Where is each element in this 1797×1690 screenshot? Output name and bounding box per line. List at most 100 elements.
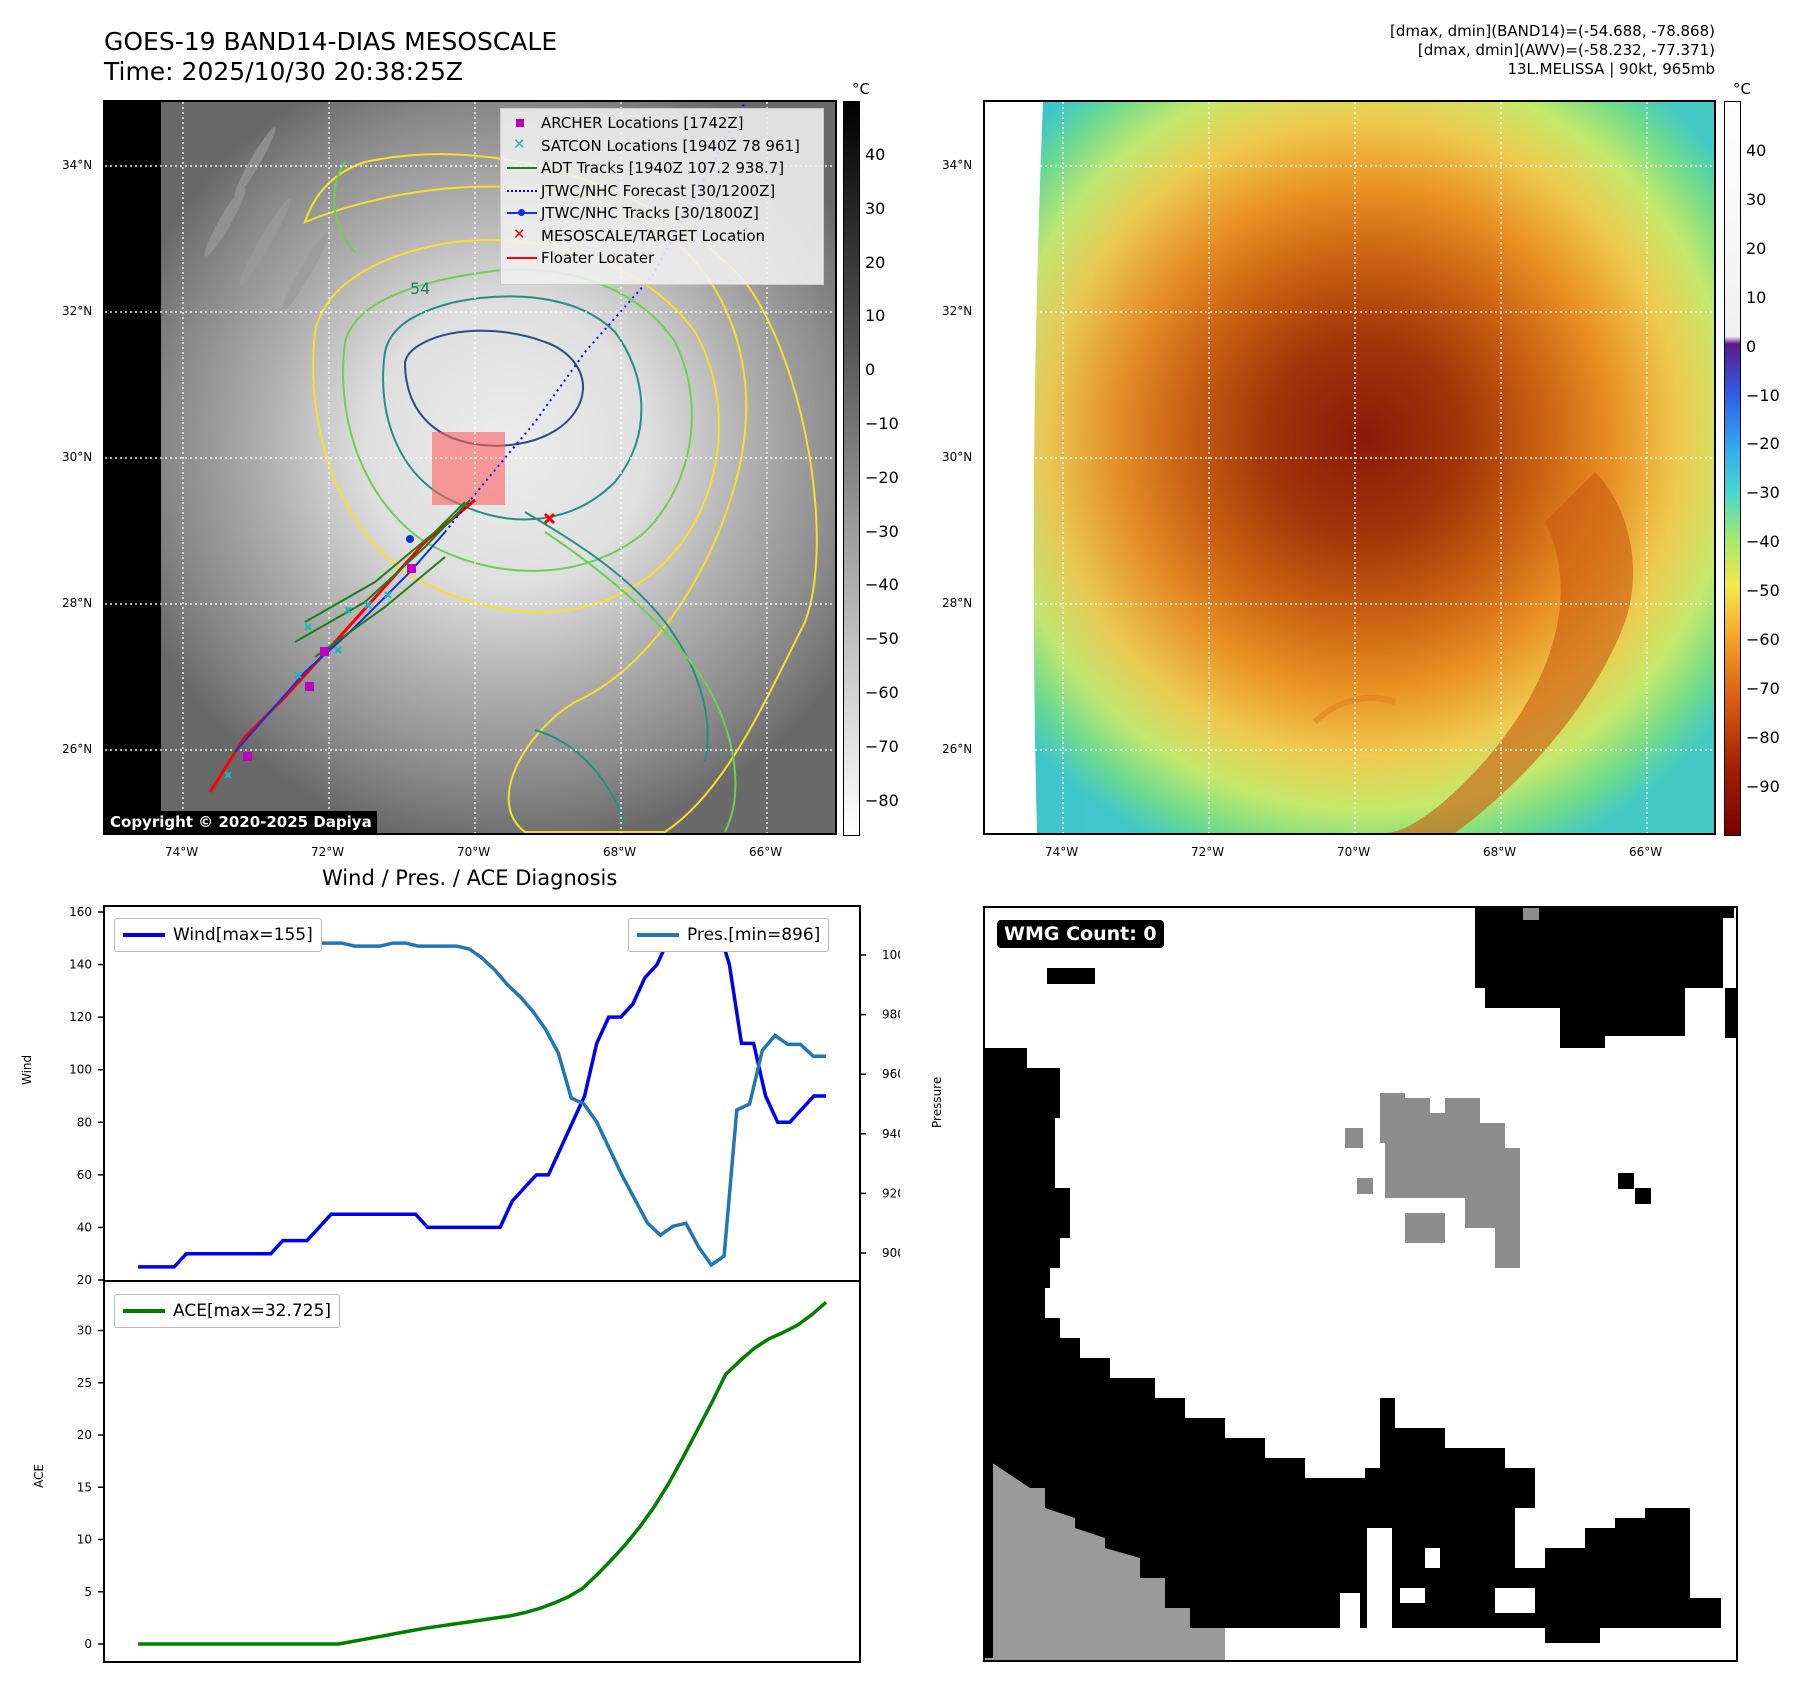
solid-line-icon [501, 247, 541, 269]
ir-colorbar-tick: −80 [865, 790, 899, 810]
wind-pressure-plot-frame [103, 905, 861, 1282]
awv-lat-tick-26: 26°N [942, 742, 973, 756]
awv-colorbar-tick: −50 [1746, 581, 1780, 601]
awv-colorbar-tick: −90 [1746, 776, 1780, 796]
wind-legend: Wind[max=155] [114, 918, 322, 952]
ace-tick-label: 25 [77, 1376, 92, 1390]
awv-colorbar [1724, 101, 1741, 836]
diagnosis-title: Wind / Pres. / ACE Diagnosis [322, 866, 618, 890]
square-marker-icon [501, 112, 541, 134]
awv-colorbar-tick: 0 [1746, 336, 1757, 356]
dotted-line-icon [501, 180, 541, 202]
awv-colorbar-tick: 10 [1746, 287, 1767, 307]
info-block: [dmax, dmin](BAND14)=(-54.688, -78.868) … [1390, 22, 1715, 79]
pressure-tick-label: 980 [882, 1008, 900, 1022]
awv-lon-tick-72: 72°W [1191, 845, 1225, 859]
awv-lon-tick-70: 70°W [1337, 845, 1371, 859]
wmg-panel[interactable]: WMG Count: 0 [983, 906, 1738, 1662]
ir-colorbar-tick: −60 [865, 683, 899, 702]
awv-colorbar-unit: °C [1733, 80, 1751, 98]
lon-tick-72: 72°W [311, 845, 345, 859]
wind-line-icon [123, 933, 165, 937]
ir-colorbar-tick: 20 [865, 252, 886, 272]
wind-tick-label: 60 [77, 1168, 92, 1182]
ace-line-icon [123, 1309, 165, 1313]
awv-map-panel[interactable] [983, 100, 1716, 835]
awv-colorbar-tick: 20 [1746, 238, 1767, 258]
awv-lat-tick-30: 30°N [942, 450, 973, 464]
awv-lon-tick-66: 66°W [1629, 845, 1663, 859]
ace-tick-label: 0 [84, 1637, 92, 1651]
line-dot-icon [501, 202, 541, 224]
wind-tick-label: 40 [77, 1220, 92, 1234]
ir-colorbar-tick: −50 [865, 629, 899, 649]
ace-tick-label: 10 [77, 1533, 92, 1547]
pressure-axis-label: Pressure [930, 1076, 944, 1128]
lon-tick-66: 66°W [749, 845, 783, 859]
pressure-legend: Pres.[min=896] [628, 918, 830, 952]
lat-tick-32: 32°N [62, 304, 93, 318]
ir-colorbar-tick: −20 [865, 467, 899, 487]
diagnosis-chart[interactable]: 1601401201008060402010009809609409209003… [0, 900, 900, 1670]
wind-tick-label: 160 [69, 905, 92, 919]
lat-tick-28: 28°N [62, 596, 93, 610]
ir-colorbar-tick: −40 [865, 575, 899, 595]
info-storm: 13L.MELISSA | 90kt, 965mb [1507, 60, 1715, 78]
legend-item-archer: ARCHER Locations [1742Z] [501, 112, 823, 135]
awv-colorbar-tick: 40 [1746, 141, 1767, 160]
wmg-image [985, 908, 1736, 1660]
ace-tick-label: 5 [84, 1585, 92, 1599]
page-subtitle-time: Time: 2025/10/30 20:38:25Z [104, 57, 463, 86]
awv-lat-tick-32: 32°N [942, 304, 973, 318]
legend-item-track: JTWC/NHC Tracks [30/1800Z] [501, 202, 823, 225]
ir-colorbar-tick: −10 [865, 414, 899, 433]
x-marker-icon: ✕ [513, 134, 526, 153]
awv-lat-tick-28: 28°N [942, 596, 973, 610]
pressure-line-icon [637, 933, 679, 937]
awv-colorbar-tick: −10 [1746, 385, 1780, 405]
wmg-count-badge: WMG Count: 0 [997, 920, 1164, 948]
ir-colorbar-tick: 10 [865, 306, 886, 326]
x-marker-icon: ✕ [513, 224, 526, 243]
lat-tick-26: 26°N [62, 742, 93, 756]
wind-tick-label: 80 [77, 1115, 92, 1129]
pressure-tick-label: 960 [882, 1067, 900, 1081]
legend-item-satcon: ✕ SATCON Locations [1940Z 78 961] [501, 135, 823, 158]
info-awv-range: [dmax, dmin](AWV)=(-58.232, -77.371) [1417, 41, 1715, 59]
ace-series-line [138, 1300, 828, 1646]
awv-colorbar-tick: −30 [1746, 483, 1780, 503]
ir-map-panel[interactable]: 54 [103, 100, 837, 835]
pressure-tick-label: 900 [882, 1246, 900, 1260]
ace-tick-label: 30 [77, 1324, 92, 1338]
info-band14-range: [dmax, dmin](BAND14)=(-54.688, -78.868) [1390, 22, 1715, 40]
pressure-series-line [138, 920, 826, 1268]
solid-line-icon [501, 157, 541, 179]
awv-colorbar-tick: −80 [1746, 727, 1780, 747]
map-legend: ARCHER Locations [1742Z] ✕ SATCON Locati… [500, 108, 824, 285]
pressure-tick-label: 940 [882, 1127, 900, 1141]
awv-lat-tick-34: 34°N [942, 158, 973, 172]
ir-colorbar-tick: 30 [865, 198, 886, 218]
awv-colorbar-tick: −60 [1746, 630, 1780, 649]
ir-colorbar-tick: −30 [865, 521, 899, 541]
awv-colorbar-tick: 30 [1746, 189, 1767, 209]
lon-tick-70: 70°W [457, 845, 491, 859]
awv-colorbar-tick: −40 [1746, 532, 1780, 552]
ace-legend: ACE[max=32.725] [114, 1294, 340, 1328]
legend-item-target: ✕ MESOSCALE/TARGET Location [501, 225, 823, 248]
ace-tick-label: 15 [77, 1480, 92, 1494]
awv-map-image [985, 102, 1714, 833]
contour-label: 54 [410, 279, 430, 298]
legend-item-forecast: JTWC/NHC Forecast [30/1200Z] [501, 180, 823, 203]
wind-tick-label: 100 [69, 1063, 92, 1077]
awv-lon-tick-68: 68°W [1483, 845, 1517, 859]
ir-colorbar-unit: °C [852, 80, 870, 98]
lon-tick-74: 74°W [165, 845, 199, 859]
ace-plot-frame [103, 1280, 861, 1663]
legend-item-adt: ADT Tracks [1940Z 107.2 938.7] [501, 157, 823, 180]
lat-tick-34: 34°N [62, 158, 93, 172]
copyright-label: Copyright © 2020-2025 Dapiya [105, 811, 377, 833]
ir-colorbar-tick: 0 [865, 360, 876, 380]
awv-lon-tick-74: 74°W [1045, 845, 1079, 859]
wind-series-line [138, 921, 826, 1269]
